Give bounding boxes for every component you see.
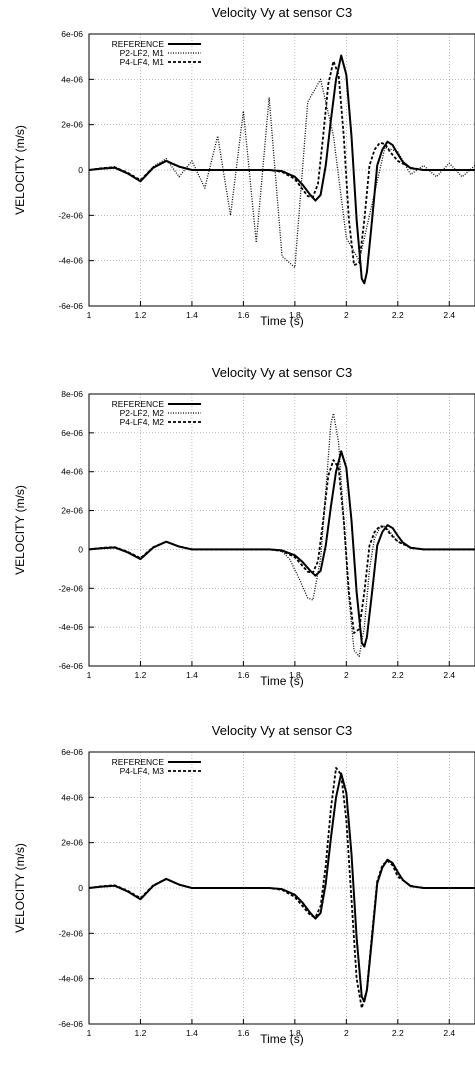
x-tick-label: 1	[87, 1028, 92, 1038]
x-tick-label: 2.4	[443, 1028, 455, 1038]
x-tick-label: 1.8	[289, 1028, 301, 1038]
y-tick-label: 0	[78, 883, 83, 893]
velocity-chart-m3: Velocity Vy at sensor C3 VELOCITY (m/s) Ti…	[13, 723, 475, 1046]
y-tick-label: -4e-06	[58, 974, 83, 984]
y-tick-label: -2e-06	[58, 928, 83, 938]
series-line-dotted	[89, 412, 475, 657]
y-tick-label: 2e-06	[61, 838, 83, 848]
plot-frame	[88, 393, 475, 667]
y-tick-label: 0	[78, 544, 83, 554]
velocity-chart-m2: Velocity Vy at sensor C3 VELOCITY (m/s) Ti…	[13, 365, 475, 688]
chart-title: Velocity Vy at sensor C3	[212, 5, 352, 20]
y-axis-label: VELOCITY (m/s)	[13, 125, 27, 215]
x-tick-label: 1.4	[186, 670, 198, 680]
legend-label: REFERENCE	[112, 399, 165, 409]
x-tick-label: 1	[87, 670, 92, 680]
series-line-dashed	[89, 60, 475, 267]
legend-label: P4-LF4, M3	[120, 766, 165, 776]
y-tick-label: 6e-06	[61, 428, 83, 438]
legend-label: P2-LF2, M2	[120, 408, 165, 418]
y-axis-label: VELOCITY (m/s)	[13, 485, 27, 575]
chart-title: Velocity Vy at sensor C3	[212, 723, 352, 738]
x-tick-label: 1	[87, 310, 92, 320]
x-tick-label: 1.6	[237, 670, 249, 680]
y-tick-label: 4e-06	[61, 74, 83, 84]
legend-label: REFERENCE	[112, 757, 165, 767]
x-tick-label: 1.2	[135, 670, 147, 680]
y-tick-label: 6e-06	[61, 29, 83, 39]
x-tick-label: 1.2	[135, 310, 147, 320]
x-tick-label: 1.6	[237, 310, 249, 320]
chart-title: Velocity Vy at sensor C3	[212, 365, 352, 380]
x-tick-label: 2.2	[392, 310, 404, 320]
y-tick-label: -4e-06	[58, 622, 83, 632]
legend-label: P2-LF2, M1	[120, 48, 165, 58]
y-tick-label: 2e-06	[61, 506, 83, 516]
velocity-chart-m1: Velocity Vy at sensor C3 VELOCITY (m/s) Ti…	[13, 5, 475, 328]
series-line-dashed	[89, 459, 475, 634]
y-axis-label: VELOCITY (m/s)	[13, 843, 27, 933]
legend-label: REFERENCE	[112, 39, 165, 49]
y-tick-label: -6e-06	[58, 661, 83, 671]
y-tick-label: 2e-06	[61, 120, 83, 130]
y-tick-label: -4e-06	[58, 256, 83, 266]
x-axis-label: Time (s)	[260, 1032, 304, 1046]
x-tick-label: 1.4	[186, 310, 198, 320]
y-tick-label: 4e-06	[61, 467, 83, 477]
x-tick-label: 2.2	[392, 670, 404, 680]
x-axis-label: Time (s)	[260, 314, 304, 328]
x-tick-label: 2	[344, 310, 349, 320]
series-line-solid	[89, 54, 475, 285]
series-line-solid	[89, 450, 475, 648]
x-tick-label: 2	[344, 1028, 349, 1038]
y-tick-label: 4e-06	[61, 792, 83, 802]
x-axis-label: Time (s)	[260, 674, 304, 688]
y-tick-label: -2e-06	[58, 583, 83, 593]
legend-label: P4-LF4, M2	[120, 417, 165, 427]
x-tick-label: 1.2	[135, 1028, 147, 1038]
y-tick-label: -6e-06	[58, 1019, 83, 1029]
y-tick-label: 8e-06	[61, 389, 83, 399]
x-tick-label: 2.2	[392, 1028, 404, 1038]
y-tick-label: -2e-06	[58, 210, 83, 220]
x-tick-label: 1.6	[237, 1028, 249, 1038]
y-tick-label: 6e-06	[61, 747, 83, 757]
y-tick-label: -6e-06	[58, 301, 83, 311]
x-tick-label: 2.4	[443, 670, 455, 680]
x-tick-label: 1.8	[289, 670, 301, 680]
y-tick-label: 0	[78, 165, 83, 175]
legend-label: P4-LF4, M1	[120, 57, 165, 67]
series-line-solid	[89, 772, 475, 1003]
x-tick-label: 2.4	[443, 310, 455, 320]
x-tick-label: 1.4	[186, 1028, 198, 1038]
x-tick-label: 2	[344, 670, 349, 680]
x-tick-label: 1.8	[289, 310, 301, 320]
